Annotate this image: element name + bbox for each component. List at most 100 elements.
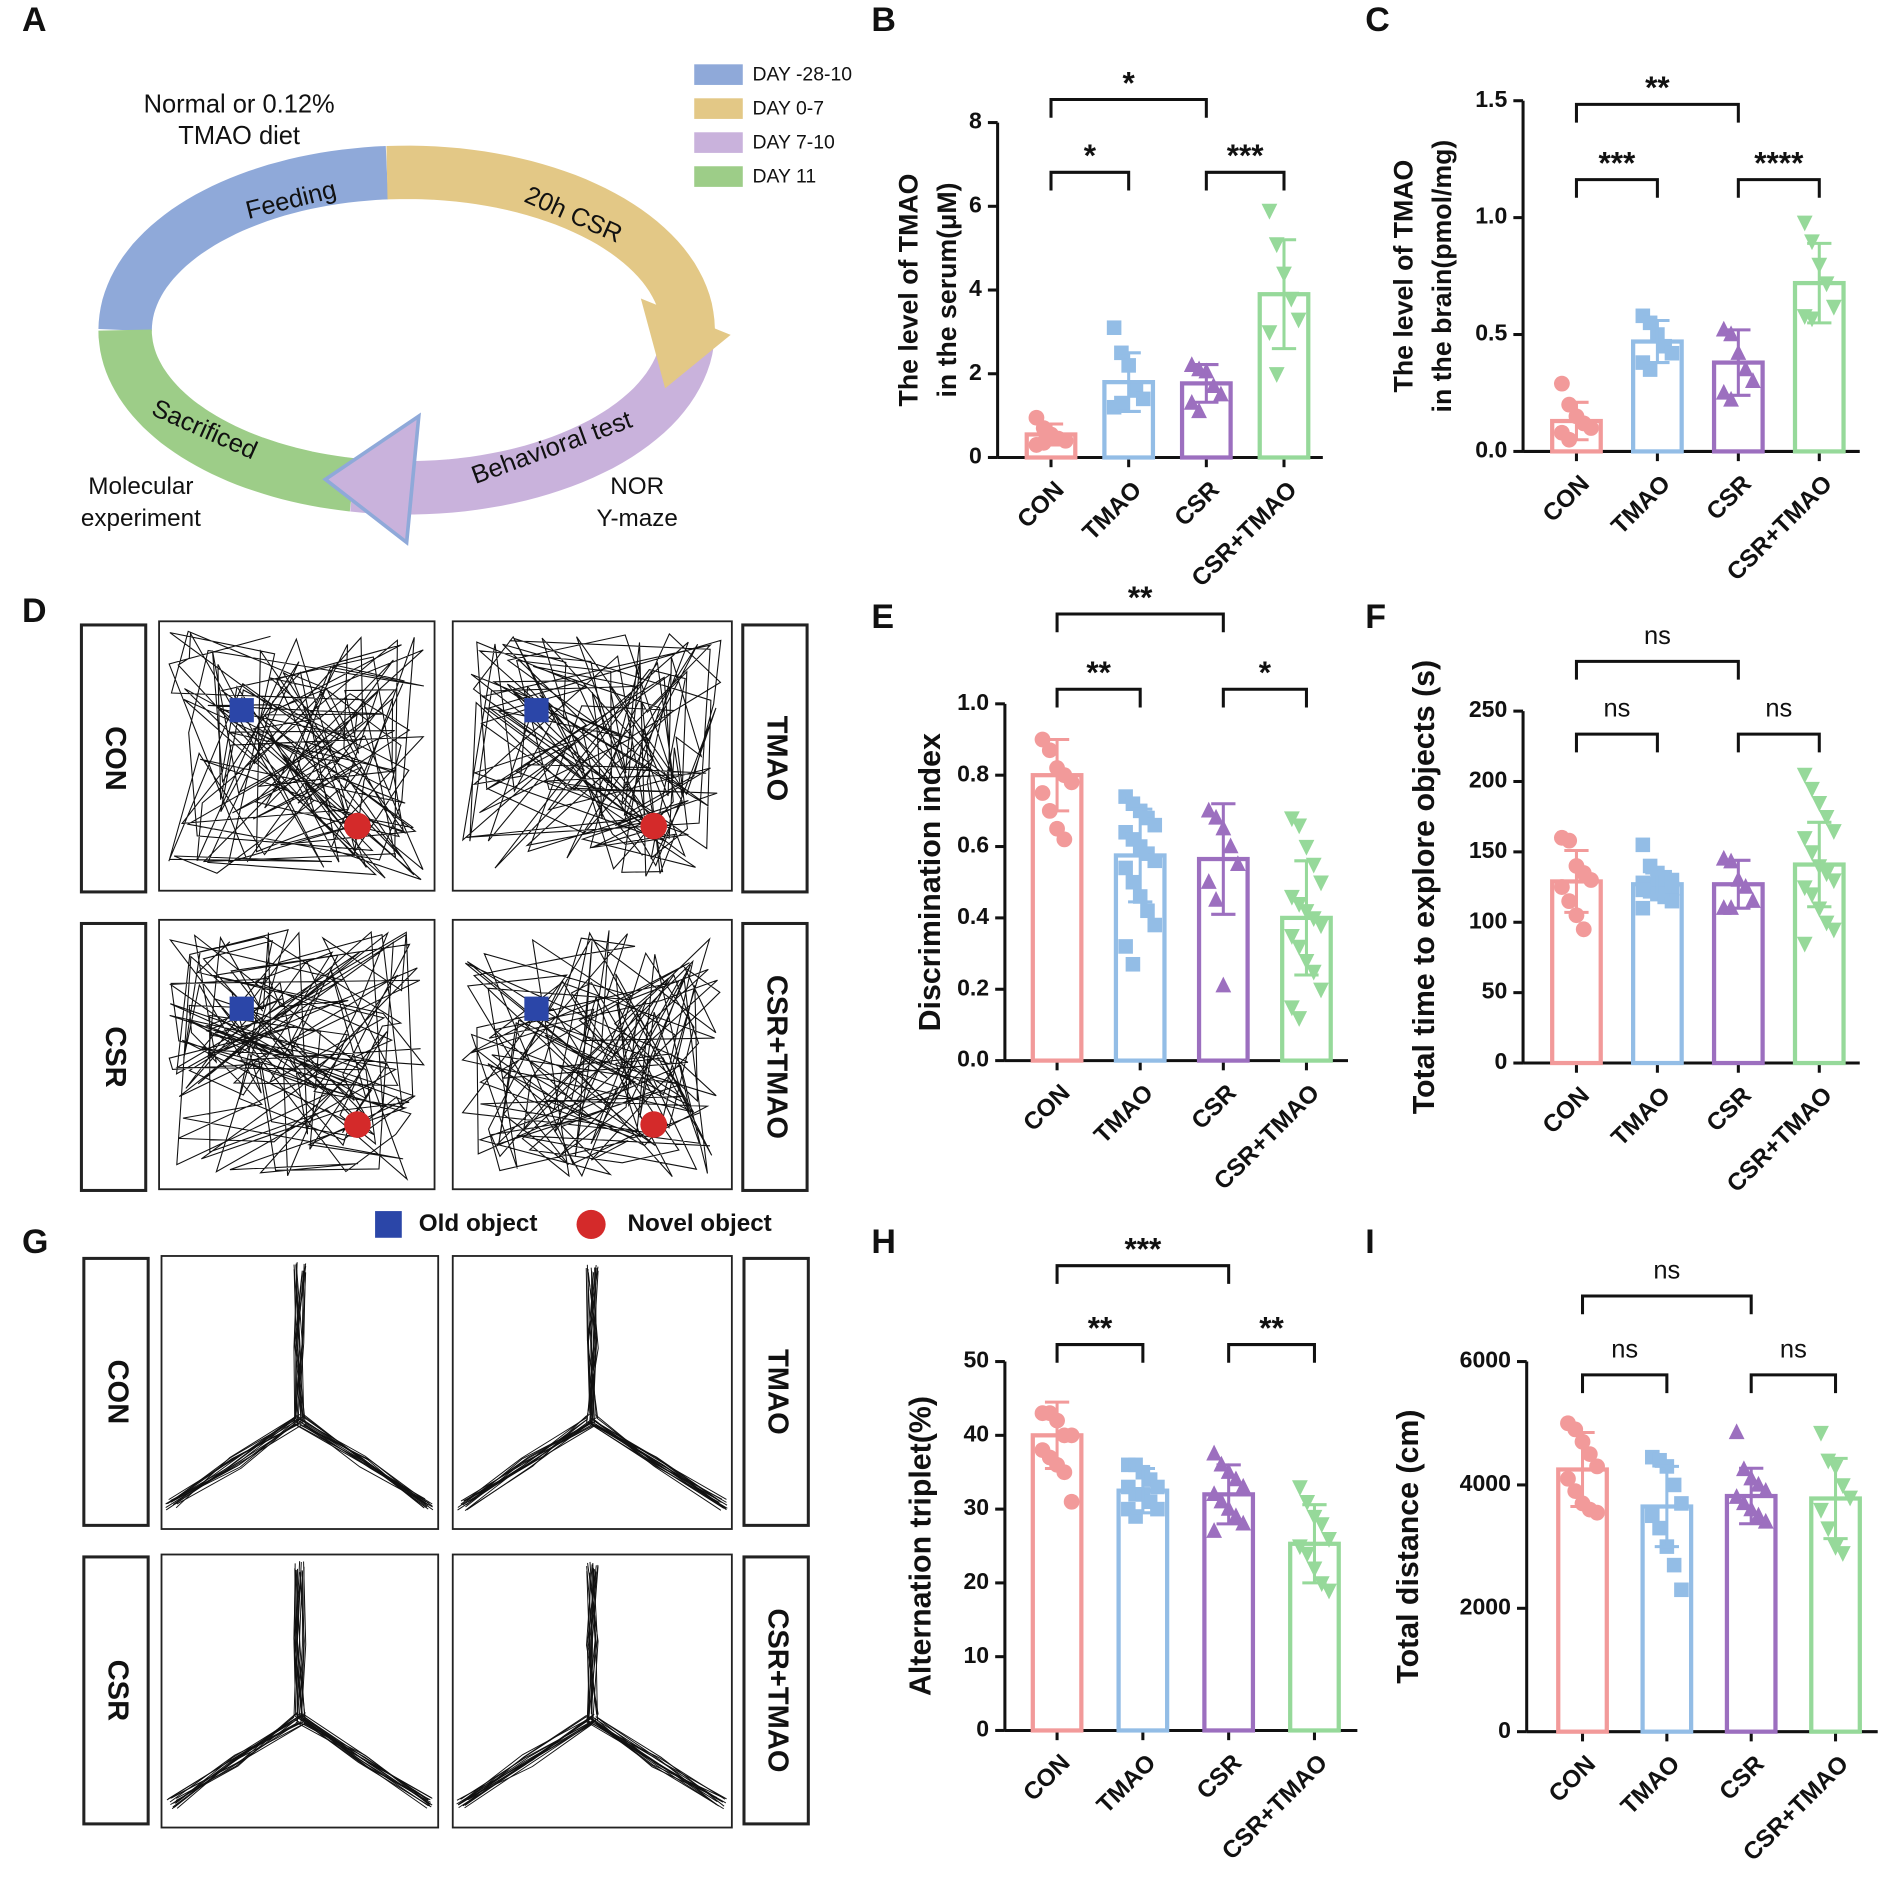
trajectory (587, 1266, 599, 1416)
trajectory (460, 1417, 588, 1505)
x-tick-label: TMAO (1092, 1749, 1162, 1819)
group-label: CSR+TMAO (760, 975, 792, 1139)
data-point (1215, 976, 1232, 993)
error-bar (1044, 737, 1070, 813)
trajectory (597, 1723, 724, 1799)
trajectory (457, 1421, 593, 1508)
y-tick-label: 0 (1498, 1717, 1511, 1743)
data-point (1796, 831, 1813, 847)
trajectory (295, 1264, 304, 1423)
data-point (1206, 1444, 1222, 1461)
error-bar (1726, 858, 1751, 910)
x-tick-label: TMAO (1078, 476, 1148, 546)
data-point (1291, 939, 1308, 956)
trajectory (175, 1416, 297, 1509)
data-point (1261, 203, 1278, 220)
novel-object (344, 812, 371, 840)
data-point (1674, 1496, 1689, 1511)
bar (1116, 1488, 1170, 1733)
panel-label: F (1365, 598, 1386, 636)
y-axis-label: in the serum(μM) (932, 183, 962, 398)
trajectory (168, 630, 425, 881)
y-tick-label: 0.2 (957, 974, 989, 1000)
data-point (1183, 393, 1200, 410)
trajectory (176, 1415, 304, 1505)
data-point (1298, 839, 1315, 856)
data-point (1745, 372, 1761, 388)
error-bar (1128, 807, 1153, 904)
data-point (1313, 1517, 1330, 1533)
group-box (82, 1256, 150, 1527)
y-tick-label: 50 (1482, 978, 1508, 1004)
x-tick-label: CSR (1192, 1749, 1248, 1805)
x-tick-label: CON (1018, 1749, 1075, 1806)
significance-bracket (1204, 170, 1286, 191)
y-tick-label: 0.4 (957, 903, 989, 929)
cycle-segment (98, 329, 356, 512)
y-axis-label: The level of TMAO (1388, 160, 1418, 393)
data-point (1213, 1492, 1230, 1509)
significance-label: * (1123, 64, 1136, 100)
data-point (1583, 420, 1599, 436)
significance-label: ns (1603, 695, 1630, 723)
data-point (1825, 299, 1842, 316)
panel-label: E (871, 598, 894, 636)
y-tick-label: 1.5 (1475, 86, 1507, 112)
legend-label: Novel object (627, 1210, 771, 1237)
error-bar (1645, 871, 1670, 898)
data-point (1235, 1477, 1252, 1494)
bar (1030, 1433, 1084, 1733)
y-tick-label: 0 (1494, 1048, 1507, 1074)
y-axis-label: in the brain(pmol/mg) (1427, 140, 1457, 413)
data-point (1575, 921, 1592, 938)
group-box (82, 1555, 150, 1826)
significance-bracket (1574, 178, 1659, 198)
y-axis-label: Total distance (cm) (1392, 1410, 1425, 1684)
trajectory (461, 930, 721, 1178)
data-point (1561, 396, 1578, 413)
significance-bracket (1574, 732, 1659, 753)
data-point (1581, 1446, 1598, 1462)
significance-bracket (1055, 1343, 1145, 1363)
significance-bracket (1055, 1264, 1231, 1284)
data-point (1645, 1508, 1660, 1524)
data-point (1728, 1488, 1745, 1504)
data-point (1063, 1493, 1080, 1510)
data-point (1147, 917, 1163, 933)
note: NOR (610, 473, 664, 500)
data-point (1261, 325, 1278, 341)
data-point (1228, 1507, 1244, 1524)
novel-object (640, 1111, 668, 1138)
data-point (1135, 391, 1151, 407)
group-label: TMAO (761, 1349, 793, 1435)
data-point (1813, 1425, 1829, 1442)
data-point (1222, 837, 1239, 854)
trajectory (297, 1419, 433, 1505)
y-axis-label: The level of TMAO (893, 174, 923, 407)
error-bar (1044, 1400, 1070, 1471)
group-box (79, 623, 148, 894)
trajectory (591, 1271, 595, 1423)
error-bar (1564, 400, 1589, 442)
data-point (1737, 877, 1754, 894)
significance-label: * (1259, 654, 1272, 690)
trajectory (467, 1721, 595, 1801)
data-point (1811, 795, 1828, 812)
data-point (1106, 320, 1122, 335)
legend-label: Old object (419, 1210, 538, 1237)
y-tick-label: 50 (963, 1347, 989, 1373)
data-point (1235, 1514, 1252, 1531)
error-bar (1294, 859, 1319, 977)
trajectory (168, 1424, 303, 1503)
data-point (1804, 311, 1820, 328)
trajectory (296, 1571, 303, 1722)
data-point (1041, 742, 1058, 759)
significance-label: ns (1780, 1335, 1807, 1363)
error-bar (1130, 1467, 1156, 1515)
data-point (1567, 1483, 1584, 1499)
group-label: TMAO (760, 716, 792, 802)
data-point (1125, 956, 1141, 972)
group-box (742, 1555, 810, 1826)
y-tick-label: 0.8 (957, 760, 989, 786)
